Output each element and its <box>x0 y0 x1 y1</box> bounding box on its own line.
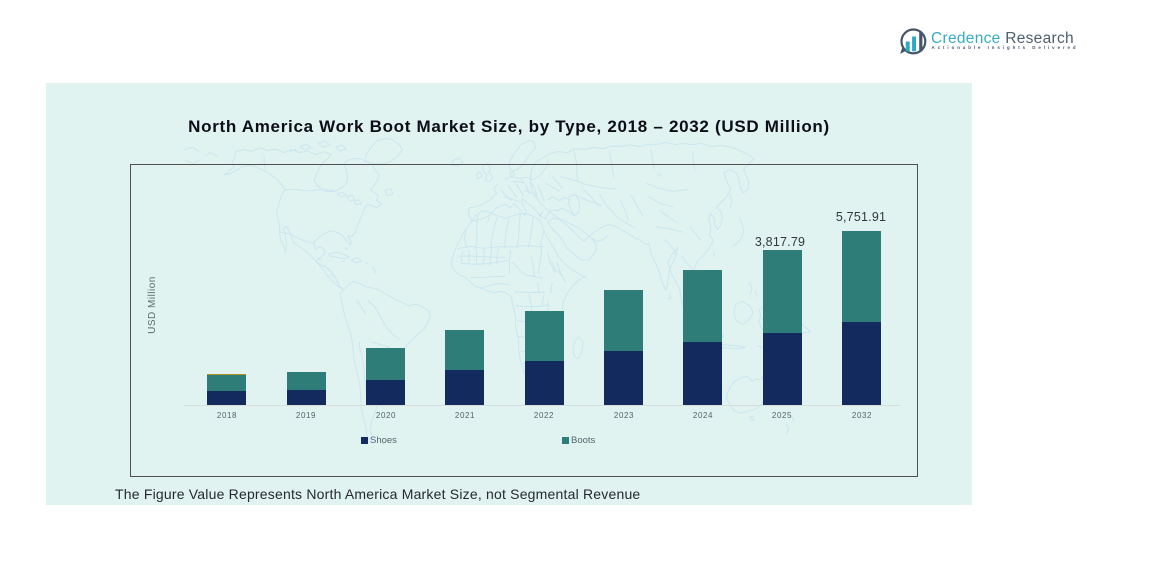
svg-text:Actionable Insights Delivered: Actionable Insights Delivered <box>932 45 1079 50</box>
svg-text:Credence Research: Credence Research <box>931 30 1074 47</box>
